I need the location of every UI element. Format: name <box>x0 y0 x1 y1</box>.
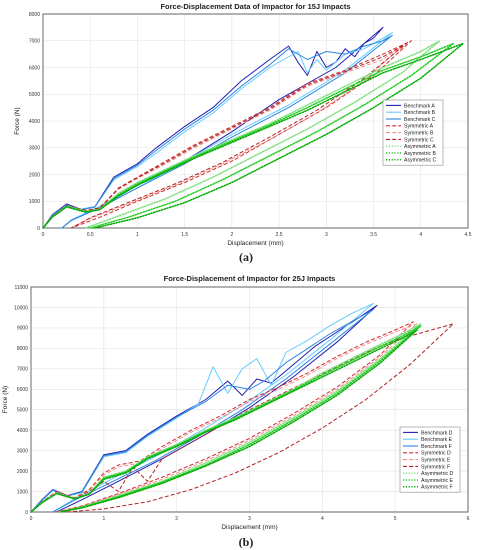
y-tick-label: 0 <box>25 510 28 516</box>
y-tick-label: 3000 <box>29 146 40 152</box>
legend-entry: Symmetric E <box>421 458 451 464</box>
legend-entry: Asymmetric A <box>404 144 436 150</box>
series-line-symmetric-d <box>30 321 414 513</box>
x-tick-label: 4 <box>321 516 324 522</box>
x-axis-label: Displacement (mm) <box>227 240 283 247</box>
force-displacement-chart-15j: Force-Displacement Data of Impactor for … <box>14 2 472 247</box>
series-line-symmetric-c <box>42 42 408 229</box>
series-line-symmetric-e <box>30 323 418 513</box>
x-tick-label: 3.5 <box>370 232 377 238</box>
y-tick-label: 10000 <box>14 305 28 311</box>
series-line-symmetric-a <box>42 40 412 229</box>
y-tick-label: 8000 <box>17 346 28 352</box>
legend-entry: Asymmetric F <box>421 485 453 491</box>
x-tick-label: 1.5 <box>181 232 188 238</box>
legend-entry: Symmetric F <box>421 464 450 470</box>
x-tick-label: 1 <box>102 516 105 522</box>
force-displacement-chart-25j: Force-Displacement of Impactor for 25J I… <box>2 274 470 531</box>
x-tick-label: 3 <box>325 232 328 238</box>
y-tick-label: 4000 <box>29 119 40 125</box>
y-tick-label: 2000 <box>17 469 28 475</box>
x-tick-label: 2.5 <box>276 232 283 238</box>
y-tick-label: 8000 <box>29 12 40 18</box>
legend-entry: Symmetric B <box>404 131 434 137</box>
y-tick-label: 7000 <box>17 367 28 373</box>
y-tick-label: 5000 <box>29 92 40 98</box>
y-tick-label: 7000 <box>29 39 40 45</box>
chart-title: Force-Displacement Data of Impactor for … <box>160 2 350 11</box>
x-tick-label: 0 <box>42 232 45 238</box>
y-tick-label: 5000 <box>17 408 28 414</box>
y-tick-label: 6000 <box>17 387 28 393</box>
legend-entry: Symmetric D <box>421 451 451 457</box>
x-tick-label: 0.5 <box>87 232 94 238</box>
legend-entry: Asymmetric C <box>404 158 437 164</box>
y-axis-label: Force (N) <box>14 107 21 134</box>
x-tick-label: 4 <box>419 232 422 238</box>
legend-entry: Asymmetric B <box>404 151 437 157</box>
series-line-asymmetric-b <box>42 42 455 229</box>
x-tick-label: 2 <box>230 232 233 238</box>
y-axis-label: Force (N) <box>2 386 9 413</box>
y-tick-label: 6000 <box>29 65 40 71</box>
y-tick-label: 9000 <box>17 326 28 332</box>
y-tick-label: 1000 <box>17 489 28 495</box>
chart-title: Force-Displacement of Impactor for 25J I… <box>164 274 336 283</box>
y-tick-label: 2000 <box>29 172 40 178</box>
x-tick-label: 3 <box>248 516 251 522</box>
x-tick-label: 1 <box>136 232 139 238</box>
y-tick-label: 11000 <box>14 285 28 291</box>
y-tick-label: 1000 <box>29 199 40 205</box>
legend-entry: Asymmetric D <box>421 471 454 477</box>
series-line-benchmark-c <box>42 34 393 229</box>
x-tick-label: 2 <box>175 516 178 522</box>
plot-frame <box>42 13 469 229</box>
series-line-symmetric-b <box>42 45 403 229</box>
legend-entry: Symmetric A <box>404 124 434 130</box>
legend-entry: Benchmark E <box>421 437 453 443</box>
legend-entry: Benchmark A <box>404 103 435 109</box>
legend-entry: Benchmark B <box>404 110 436 116</box>
caption-b: (b) <box>238 535 254 549</box>
y-tick-label: 0 <box>37 226 40 232</box>
plot-frame <box>30 286 469 513</box>
y-tick-label: 3000 <box>17 448 28 454</box>
legend-entry: Asymmetric E <box>421 478 454 484</box>
series-line-benchmark-a <box>42 26 384 229</box>
caption-a: (a) <box>239 250 253 264</box>
chart-panel-a: Force-Displacement Data of Impactor for … <box>0 0 492 265</box>
y-tick-label: 4000 <box>17 428 28 434</box>
x-tick-label: 5 <box>394 516 397 522</box>
x-tick-label: 0 <box>30 516 33 522</box>
series-line-asymmetric-c <box>42 42 465 229</box>
legend-entry: Benchmark C <box>404 117 436 123</box>
series-line-asymmetric-f <box>30 329 418 513</box>
legend-entry: Symmetric C <box>404 137 434 143</box>
x-axis-label: Displacement (mm) <box>221 524 277 531</box>
legend-entry: Benchmark F <box>421 444 452 450</box>
legend-entry: Benchmark D <box>421 430 453 436</box>
chart-panel-b: Force-Displacement of Impactor for 25J I… <box>0 272 492 550</box>
x-tick-label: 6 <box>467 516 470 522</box>
x-tick-label: 4.5 <box>465 232 472 238</box>
